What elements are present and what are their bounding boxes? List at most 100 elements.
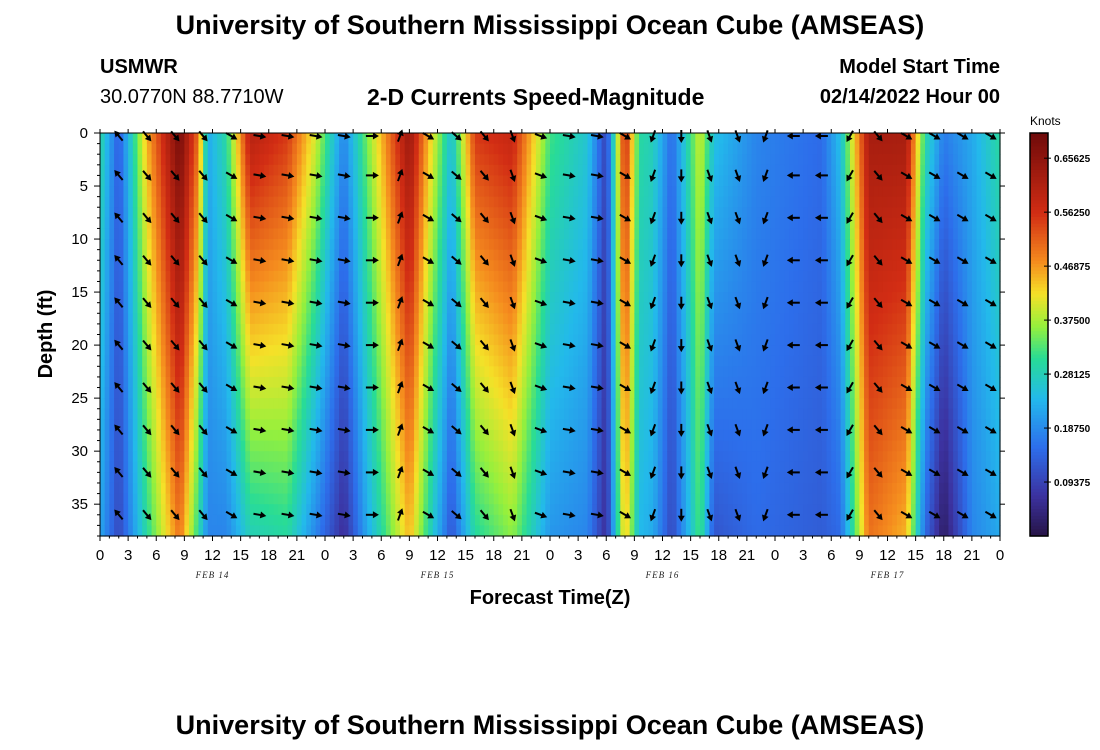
heatmap-cell bbox=[250, 260, 256, 272]
heatmap-cell bbox=[146, 429, 153, 442]
heatmap-cell bbox=[395, 461, 401, 473]
heatmap-cell bbox=[409, 313, 415, 325]
heatmap-cell bbox=[550, 133, 556, 145]
heatmap-cell bbox=[151, 408, 157, 420]
heatmap-cell bbox=[390, 270, 396, 283]
heatmap-cell bbox=[573, 143, 579, 155]
heatmap-cell bbox=[282, 429, 289, 442]
heatmap-cell bbox=[325, 345, 331, 357]
heatmap-cell bbox=[493, 270, 500, 283]
heatmap-cell bbox=[554, 461, 560, 473]
heatmap-cell bbox=[264, 366, 270, 378]
heatmap-cell bbox=[620, 429, 626, 442]
heatmap-cell bbox=[503, 164, 509, 177]
heatmap-cell bbox=[339, 228, 345, 240]
heatmap-cell bbox=[432, 419, 439, 431]
heatmap-cell bbox=[634, 493, 640, 505]
heatmap-cell bbox=[175, 154, 181, 166]
heatmap-cell bbox=[334, 302, 340, 314]
heatmap-cell bbox=[550, 217, 556, 230]
heatmap-cell bbox=[142, 355, 148, 367]
heatmap-cell bbox=[367, 196, 373, 208]
heatmap-cell bbox=[573, 313, 579, 325]
heatmap-cell bbox=[235, 493, 242, 505]
heatmap-cell bbox=[521, 302, 528, 314]
heatmap-cell bbox=[690, 292, 696, 304]
heatmap-cell bbox=[128, 525, 134, 537]
heatmap-cell bbox=[165, 429, 171, 442]
heatmap-cell bbox=[456, 419, 462, 431]
heatmap-cell bbox=[292, 186, 298, 198]
heatmap-cell bbox=[643, 387, 650, 399]
heatmap-cell bbox=[189, 387, 195, 399]
heatmap-cell bbox=[475, 398, 481, 410]
heatmap-cell bbox=[151, 461, 157, 473]
heatmap-cell bbox=[489, 292, 495, 304]
heatmap-cell bbox=[231, 398, 237, 410]
heatmap-cell bbox=[643, 292, 650, 304]
heatmap-cell bbox=[226, 461, 232, 473]
heatmap-cell bbox=[465, 228, 471, 240]
heatmap-cell bbox=[418, 302, 425, 314]
heatmap-cell bbox=[339, 493, 345, 505]
heatmap-cell bbox=[362, 493, 368, 505]
heatmap-cell bbox=[259, 419, 265, 431]
heatmap-cell bbox=[165, 175, 171, 187]
heatmap-cell bbox=[268, 419, 275, 431]
heatmap-cell bbox=[142, 249, 148, 261]
heatmap-cell bbox=[526, 186, 532, 198]
heatmap-cell bbox=[268, 154, 275, 166]
heatmap-cell bbox=[357, 228, 364, 240]
heatmap-cell bbox=[423, 239, 429, 251]
heatmap-cell bbox=[690, 419, 696, 431]
heatmap-cell bbox=[296, 313, 303, 325]
heatmap-cell bbox=[489, 186, 495, 198]
heatmap-cell bbox=[156, 270, 162, 283]
heatmap-cell bbox=[423, 207, 429, 219]
heatmap-cell bbox=[404, 334, 410, 346]
heatmap-cell bbox=[446, 376, 453, 389]
heatmap-cell bbox=[390, 429, 396, 442]
heatmap-cell bbox=[578, 281, 584, 293]
heatmap-cell bbox=[142, 461, 148, 473]
heatmap-cell bbox=[179, 228, 185, 240]
heatmap-cell bbox=[587, 323, 593, 336]
heatmap-cell bbox=[235, 186, 242, 198]
heatmap-cell bbox=[714, 133, 720, 145]
heatmap-cell bbox=[259, 345, 265, 357]
heatmap-cell bbox=[704, 345, 710, 357]
heatmap-cell bbox=[287, 186, 293, 198]
heatmap-cell bbox=[184, 366, 190, 378]
heatmap-cell bbox=[540, 270, 546, 283]
heatmap-cell bbox=[353, 323, 359, 336]
heatmap-cell bbox=[245, 451, 251, 463]
heatmap-cell bbox=[310, 472, 317, 484]
heatmap-cell bbox=[601, 408, 607, 420]
heatmap-cell bbox=[315, 302, 321, 314]
heatmap-cell bbox=[217, 260, 223, 272]
heatmap-cell bbox=[165, 451, 171, 463]
heatmap-cell bbox=[212, 482, 218, 495]
heatmap-cell bbox=[268, 196, 275, 208]
heatmap-cell bbox=[114, 260, 120, 272]
heatmap-cell bbox=[193, 133, 200, 145]
heatmap-cell bbox=[690, 461, 696, 473]
heatmap-cell bbox=[282, 482, 289, 495]
heatmap-cell bbox=[531, 408, 537, 420]
heatmap-cell bbox=[334, 387, 340, 399]
heatmap-cell bbox=[104, 164, 110, 177]
heatmap-cell bbox=[226, 313, 232, 325]
heatmap-cell bbox=[235, 440, 242, 452]
heatmap-cell bbox=[282, 355, 289, 367]
heatmap-cell bbox=[460, 472, 467, 484]
heatmap-cell bbox=[610, 398, 617, 410]
heatmap-cell bbox=[104, 504, 110, 516]
heatmap-cell bbox=[193, 398, 200, 410]
heatmap-cell bbox=[456, 472, 462, 484]
heatmap-cell bbox=[310, 355, 317, 367]
heatmap-cell bbox=[146, 472, 153, 484]
heatmap-cell bbox=[568, 323, 575, 336]
heatmap-cell bbox=[625, 514, 631, 526]
heatmap-cell bbox=[451, 419, 457, 431]
heatmap-cell bbox=[151, 302, 157, 314]
